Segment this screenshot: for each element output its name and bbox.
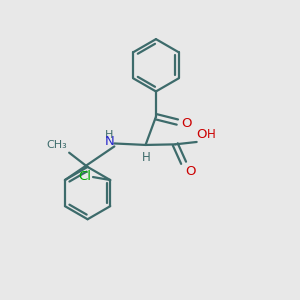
Text: O: O (181, 117, 191, 130)
Text: N: N (105, 136, 115, 148)
Text: H: H (142, 152, 151, 164)
Text: O: O (185, 165, 196, 178)
Text: CH₃: CH₃ (46, 140, 67, 150)
Text: H: H (104, 130, 113, 140)
Text: O: O (196, 128, 207, 141)
Text: Cl: Cl (78, 170, 91, 183)
Text: H: H (207, 128, 216, 141)
